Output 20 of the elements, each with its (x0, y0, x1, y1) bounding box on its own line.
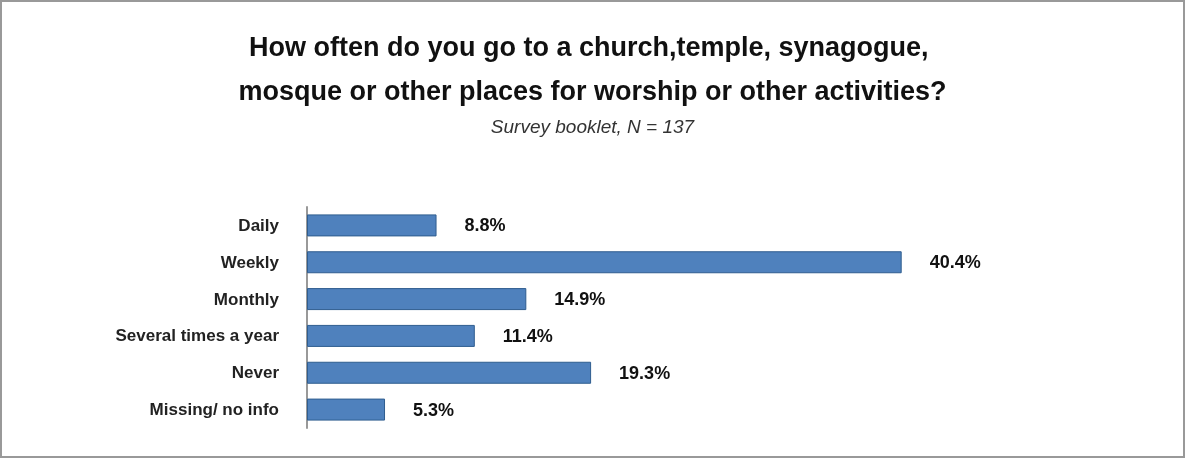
y-tick-label: Never (231, 363, 280, 383)
data-label: 19.3% (619, 362, 671, 383)
y-tick-label: Weekly (220, 252, 280, 272)
data-label: 8.8% (464, 215, 506, 236)
bar (307, 398, 386, 421)
data-label: 5.3% (413, 399, 455, 420)
data-label: 11.4% (502, 325, 553, 346)
data-label: 14.9% (554, 289, 606, 310)
bar (307, 288, 527, 311)
bar (307, 361, 592, 384)
data-label: 40.4% (929, 252, 981, 273)
y-tick-label: Several times a year (115, 326, 280, 346)
chart-subtitle: Survey booklet, N = 137 (490, 116, 696, 137)
bar (307, 324, 475, 347)
y-tick-label: Missing/ no info (149, 400, 279, 420)
y-tick-label: Monthly (213, 289, 280, 309)
chart-title: How often do you go to a church,temple, synagogue, mosque or other places for worship or other activities? (238, 32, 947, 106)
bar (307, 214, 437, 237)
bar (307, 251, 902, 274)
y-tick-label: Daily (238, 215, 280, 235)
